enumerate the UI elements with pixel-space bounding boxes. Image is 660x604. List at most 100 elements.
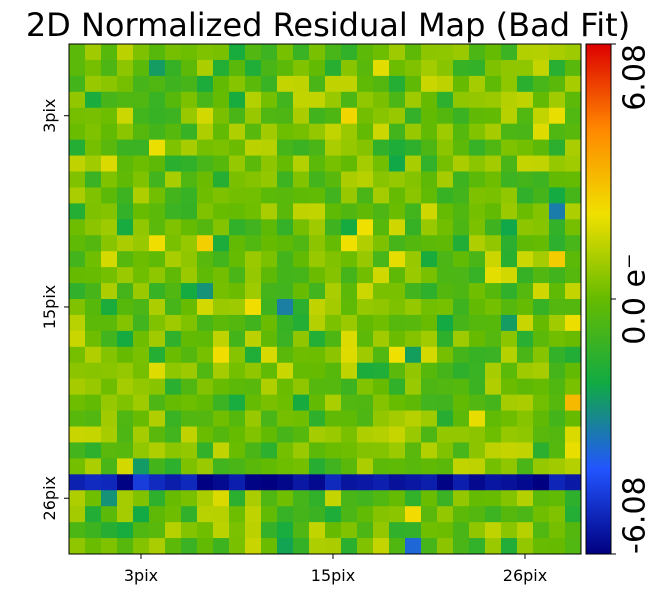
heatmap-cell xyxy=(421,474,438,491)
heatmap-cell xyxy=(533,267,550,284)
heatmap-cell xyxy=(405,203,422,220)
heatmap-cell xyxy=(517,378,534,396)
heatmap-cell xyxy=(341,362,358,380)
heatmap-cell xyxy=(117,330,134,348)
heatmap-cell xyxy=(117,538,134,555)
heatmap-cell xyxy=(549,314,566,332)
heatmap-cell xyxy=(389,235,406,252)
heatmap-cell xyxy=(101,187,118,204)
heatmap-cell xyxy=(149,75,166,93)
heatmap-cell xyxy=(501,346,518,364)
heatmap-cell xyxy=(437,91,454,109)
heatmap-cell xyxy=(565,394,582,411)
heatmap-cell xyxy=(469,235,486,252)
heatmap-cell xyxy=(165,155,182,172)
heatmap-cell xyxy=(341,171,358,188)
heatmap-cell xyxy=(341,219,358,236)
heatmap-cell xyxy=(133,362,150,380)
heatmap-cell xyxy=(261,490,278,507)
heatmap-cell xyxy=(101,522,118,539)
heatmap-cell xyxy=(277,171,294,188)
heatmap-cell xyxy=(165,458,182,475)
heatmap-cell xyxy=(293,235,310,252)
heatmap-cell xyxy=(69,346,86,364)
heatmap-cell xyxy=(85,203,102,220)
heatmap-cell xyxy=(341,299,358,316)
heatmap-cell xyxy=(325,283,342,300)
heatmap-cell xyxy=(325,474,342,491)
heatmap-cell xyxy=(181,538,198,555)
colorbar-tick-label: 0.0 e⁻ xyxy=(618,253,653,345)
heatmap-cell xyxy=(261,139,278,156)
heatmap-cell xyxy=(309,107,326,125)
x-axis: 3pix 15pix 26pix xyxy=(124,554,547,585)
heatmap-cell xyxy=(517,171,534,188)
heatmap-cell xyxy=(325,267,342,284)
heatmap-cell xyxy=(421,426,438,443)
heatmap-cell xyxy=(341,314,358,332)
heatmap-cell xyxy=(213,267,230,284)
heatmap-cell xyxy=(197,362,214,380)
heatmap-cell xyxy=(437,346,454,364)
heatmap-cell xyxy=(453,346,470,364)
heatmap-cell xyxy=(389,283,406,300)
heatmap-cell xyxy=(213,203,230,220)
heatmap-cell xyxy=(373,538,390,555)
heatmap-cell xyxy=(373,314,390,332)
heatmap-cell xyxy=(149,346,166,364)
heatmap-cell xyxy=(85,522,102,539)
heatmap-cell xyxy=(245,522,262,539)
heatmap-cell xyxy=(437,267,454,284)
heatmap-cell xyxy=(149,410,166,427)
heatmap-cell xyxy=(261,538,278,555)
heatmap-cell xyxy=(197,299,214,316)
heatmap-cell xyxy=(181,251,198,268)
heatmap-cell xyxy=(533,59,550,77)
heatmap-cell xyxy=(149,538,166,555)
heatmap-frame xyxy=(68,43,582,555)
heatmap-cell xyxy=(325,59,342,77)
heatmap-cell xyxy=(565,458,582,475)
heatmap-cell xyxy=(101,394,118,411)
heatmap-cell xyxy=(485,378,502,396)
heatmap-cell xyxy=(133,91,150,109)
heatmap-cell xyxy=(229,346,246,364)
heatmap-cell xyxy=(533,235,550,252)
heatmap-cell xyxy=(309,314,326,332)
heatmap-cell xyxy=(213,44,230,61)
heatmap-cell xyxy=(293,44,310,61)
heatmap-cell xyxy=(405,362,422,380)
heatmap-cell xyxy=(229,187,246,204)
heatmap-cell xyxy=(149,442,166,459)
heatmap-cell xyxy=(517,187,534,204)
heatmap-cell xyxy=(197,426,214,443)
heatmap-cell xyxy=(229,538,246,555)
heatmap-cell xyxy=(229,426,246,443)
heatmap-cell xyxy=(469,59,486,77)
heatmap-cell xyxy=(405,251,422,268)
heatmap-cell xyxy=(405,474,422,491)
heatmap-cell xyxy=(213,458,230,475)
heatmap-cell xyxy=(565,251,582,268)
heatmap-cell xyxy=(85,235,102,252)
heatmap-cell xyxy=(213,219,230,236)
heatmap-cell xyxy=(293,506,310,523)
heatmap-cell xyxy=(453,442,470,459)
heatmap-cell xyxy=(133,123,150,141)
heatmap-cell xyxy=(453,171,470,188)
heatmap-cell xyxy=(565,155,582,172)
heatmap-cell xyxy=(293,107,310,125)
heatmap-cell xyxy=(453,458,470,475)
heatmap-cell xyxy=(149,283,166,300)
colorbar-tick-label: 6.08 xyxy=(618,44,653,111)
heatmap-cell xyxy=(357,346,374,364)
heatmap-cell xyxy=(181,474,198,491)
heatmap-cell xyxy=(149,394,166,411)
heatmap-cell xyxy=(197,251,214,268)
heatmap-cell xyxy=(293,346,310,364)
heatmap-cell xyxy=(69,171,86,188)
heatmap-cell xyxy=(549,283,566,300)
heatmap-cell xyxy=(133,203,150,220)
heatmap-cell xyxy=(293,378,310,396)
heatmap-cell xyxy=(85,474,102,491)
